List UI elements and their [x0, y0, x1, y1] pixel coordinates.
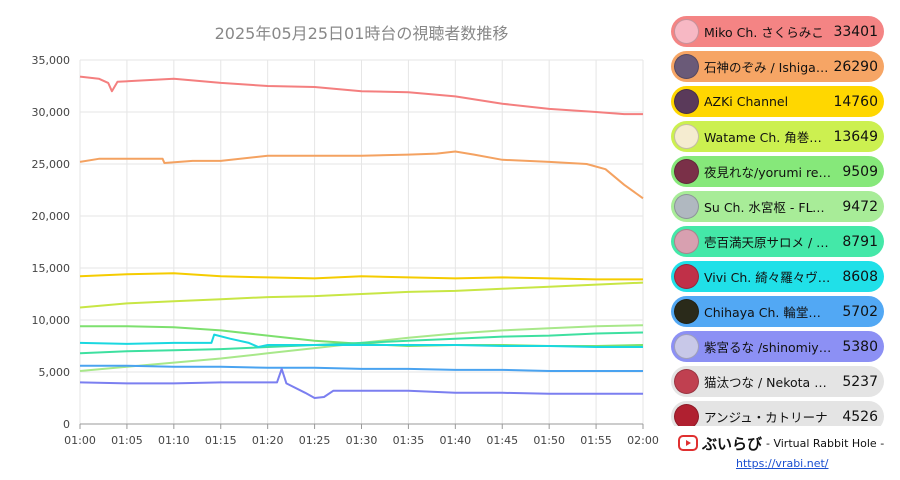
legend-item[interactable]: 夜見れな/yorumi rena 9509 — [671, 156, 884, 187]
x-tick-label: 01:30 — [346, 434, 378, 447]
avatar — [674, 334, 699, 359]
legend-item[interactable]: 石神のぞみ / Ishigami Nozomi26290 — [671, 51, 884, 82]
y-tick-label: 0 — [63, 418, 70, 431]
series-line-3 — [79, 281, 644, 309]
y-tick-label: 5,000 — [39, 366, 71, 379]
legend-item[interactable]: Su Ch. 水宮枢 - FLOW GLOW 9472 — [671, 191, 884, 222]
series-line-6 — [79, 331, 644, 355]
axis-ticks: 0 5,000 10,000 15,000 20,000 25,000 30,000 35,0… — [32, 54, 659, 447]
legend-name: 紫宮るな /shinomiya runa — [704, 340, 832, 355]
y-tick-label: 30,000 — [32, 106, 71, 119]
legend-name: Miko Ch. さくらみこ — [704, 25, 824, 40]
legend-name: Watame Ch. 角巻わため — [704, 130, 832, 145]
legend-name: 壱百満天原サロメ / Hyakumantenbara Salome — [704, 235, 832, 250]
x-tick-label: 01:35 — [393, 434, 425, 447]
avatar — [674, 264, 699, 289]
legend-name: 夜見れな/yorumi rena — [704, 165, 832, 180]
legend-name: アンジュ・カトリーナ — [704, 410, 828, 425]
x-tick-label: 01:00 — [64, 434, 96, 447]
footer-subtitle: - Virtual Rabbit Hole - — [766, 437, 885, 450]
avatar — [674, 124, 699, 149]
x-tick-label: 01:55 — [580, 434, 612, 447]
legend-value: 33401 — [833, 23, 878, 40]
series-line-2 — [79, 272, 643, 281]
legend-item[interactable]: Miko Ch. さくらみこ 33401 — [671, 16, 884, 47]
legend-name: Vivi Ch. 綺々羅々ヴィヴィ — [704, 270, 832, 285]
avatar — [674, 89, 699, 114]
play-logo-icon — [678, 435, 698, 451]
avatar — [674, 159, 699, 184]
legend-value: 5380 — [842, 338, 878, 355]
footer: ぶいらび - Virtual Rabbit Hole - https://vra… — [676, 432, 896, 476]
avatar — [674, 19, 699, 44]
series-line-9 — [79, 367, 643, 399]
legend-item[interactable]: AZKi Channel 14760 — [671, 86, 884, 117]
legend-item[interactable]: 壱百満天原サロメ / Hyakumantenbara Salome 8791 — [671, 226, 884, 257]
legend-value: 9472 — [842, 198, 878, 215]
x-tick-label: 01:40 — [439, 434, 471, 447]
avatar — [674, 369, 699, 394]
legend-name: Chihaya Ch. 輪堂千速 — [704, 305, 832, 320]
x-tick-label: 01:50 — [533, 434, 565, 447]
legend-value: 4526 — [842, 408, 878, 425]
legend-name: 猫汰つな / Nekota Tsuna — [704, 375, 832, 390]
legend-name: Su Ch. 水宮枢 - FLOW GLOW — [704, 200, 832, 215]
series-line-7 — [79, 333, 643, 348]
legend-value: 26290 — [833, 58, 878, 75]
x-tick-label: 01:25 — [299, 434, 331, 447]
avatar — [674, 194, 699, 219]
x-tick-label: 01:20 — [252, 434, 284, 447]
legend-item[interactable]: アンジュ・カトリーナ 4526 — [671, 401, 884, 426]
footer-link[interactable]: https://vrabi.net/ — [736, 457, 829, 470]
legend-value: 8791 — [842, 233, 878, 250]
series-line-0 — [79, 75, 643, 116]
legend-value: 5702 — [842, 303, 878, 320]
avatar — [674, 404, 699, 426]
line-chart: 0 5,000 10,000 15,000 20,000 25,000 30,000 35,0… — [32, 54, 659, 447]
series-lines — [79, 75, 644, 399]
legend-name: 石神のぞみ / Ishigami Nozomi — [704, 60, 832, 75]
series-line-1 — [79, 150, 644, 200]
legend-item[interactable]: 紫宮るな /shinomiya runa 5380 — [671, 331, 884, 362]
chart-title: 2025年05月25日01時台の視聴者数推移 — [214, 24, 509, 43]
legend-value: 9509 — [842, 163, 878, 180]
y-tick-label: 35,000 — [32, 54, 71, 67]
y-tick-label: 15,000 — [32, 262, 71, 275]
x-tick-label: 02:00 — [627, 434, 659, 447]
avatar — [674, 229, 699, 254]
x-tick-label: 01:15 — [205, 434, 237, 447]
legend-value: 14760 — [833, 93, 878, 110]
chart-area: 2025年05月25日01時台の視聴者数推移 0 5,000 10,000 15,00… — [32, 24, 659, 447]
avatar — [674, 54, 699, 79]
footer-brand: ぶいらび — [702, 435, 763, 453]
x-tick-label: 01:10 — [158, 434, 190, 447]
legend-value: 8608 — [842, 268, 878, 285]
legend: Miko Ch. さくらみこ 33401 石神のぞみ / Ishigami Nozo… — [671, 16, 884, 426]
avatar — [674, 299, 699, 324]
series-line-8 — [80, 364, 643, 372]
legend-value: 5237 — [842, 373, 878, 390]
legend-item[interactable]: Watame Ch. 角巻わため13649 — [671, 121, 884, 152]
x-tick-label: 01:05 — [111, 434, 143, 447]
x-tick-label: 01:45 — [486, 434, 518, 447]
legend-item[interactable]: 猫汰つな / Nekota Tsuna 5237 — [671, 366, 884, 397]
legend-value: 13649 — [833, 128, 878, 145]
legend-item[interactable]: Chihaya Ch. 輪堂千速 5702 — [671, 296, 884, 327]
legend-item[interactable]: Vivi Ch. 綺々羅々ヴィヴィ 8608 — [671, 261, 884, 292]
legend-name: AZKi Channel — [704, 94, 789, 109]
y-tick-label: 20,000 — [32, 210, 71, 223]
y-tick-label: 25,000 — [32, 158, 71, 171]
y-tick-label: 10,000 — [32, 314, 71, 327]
